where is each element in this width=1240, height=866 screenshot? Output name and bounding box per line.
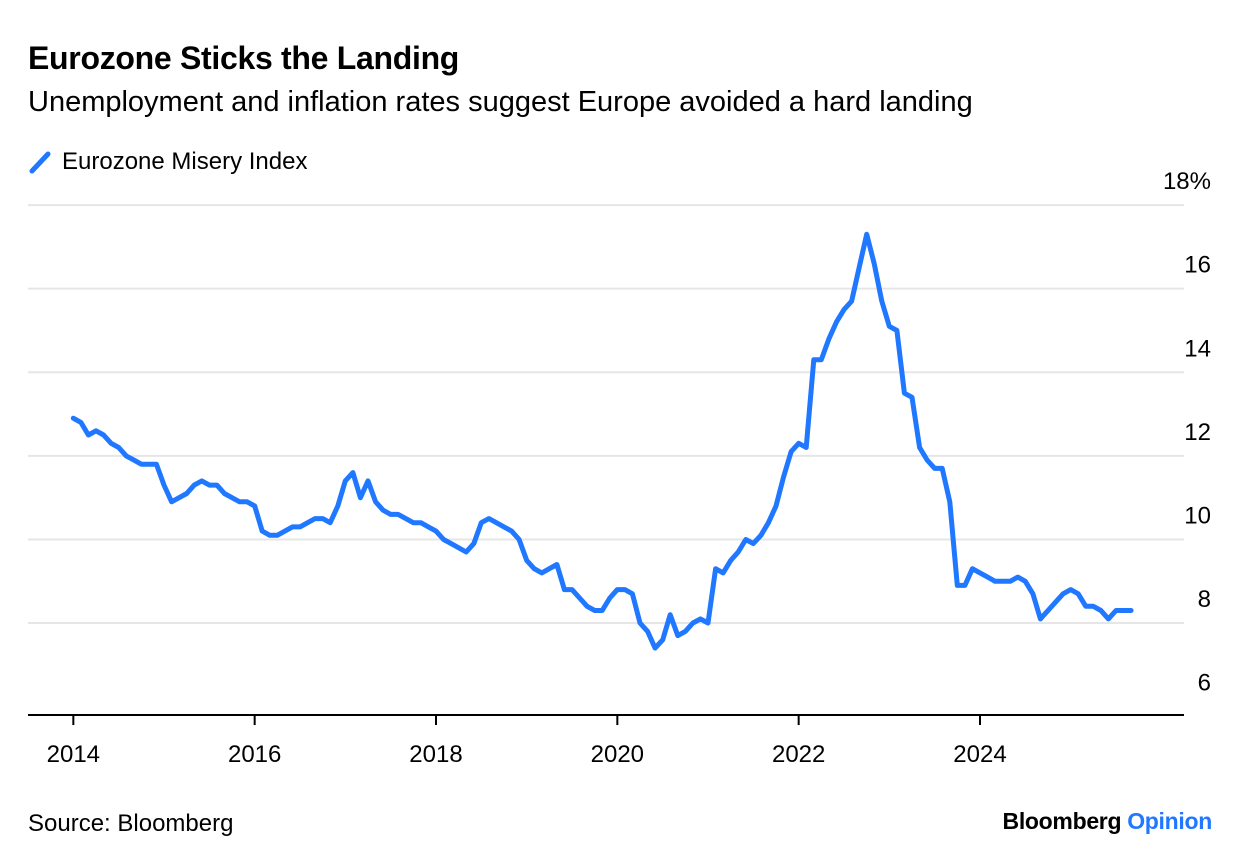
y-tick-label: 8: [1198, 586, 1211, 613]
legend: Eurozone Misery Index: [28, 148, 307, 176]
y-axis: 6 8 10 12 14 16 18%: [1163, 168, 1211, 697]
x-tick-label: 2022: [772, 741, 825, 768]
y-tick-label: 18%: [1163, 168, 1211, 195]
series-layer: [70, 231, 1134, 651]
chart-title: Eurozone Sticks the Landing: [28, 40, 460, 76]
legend-swatch-icon: [29, 151, 51, 174]
y-tick-label: 10: [1184, 502, 1211, 529]
y-tick-label: 6: [1198, 670, 1211, 697]
chart-subtitle: Unemployment and inflation rates suggest…: [28, 86, 973, 118]
y-tick-label: 12: [1184, 419, 1211, 446]
y-tick-label: 16: [1184, 252, 1211, 279]
brand-secondary: Opinion: [1127, 808, 1212, 834]
x-tick-label: 2014: [47, 741, 100, 768]
gridlines: [28, 204, 1184, 625]
brand-logo: Bloomberg Opinion: [1002, 808, 1213, 835]
source-note: Source: Bloomberg: [28, 810, 234, 837]
x-tick-label: 2024: [953, 741, 1006, 768]
brand-primary: Bloomberg: [1002, 808, 1122, 834]
x-axis: 2014 2016 2018 2020 2022 2024: [28, 714, 1184, 768]
y-tick-label: 14: [1184, 335, 1211, 362]
x-tick-label: 2016: [228, 741, 281, 768]
x-tick-label: 2018: [409, 741, 462, 768]
series-line: [70, 231, 1134, 651]
legend-label: Eurozone Misery Index: [62, 148, 308, 175]
x-tick-label: 2020: [591, 741, 644, 768]
